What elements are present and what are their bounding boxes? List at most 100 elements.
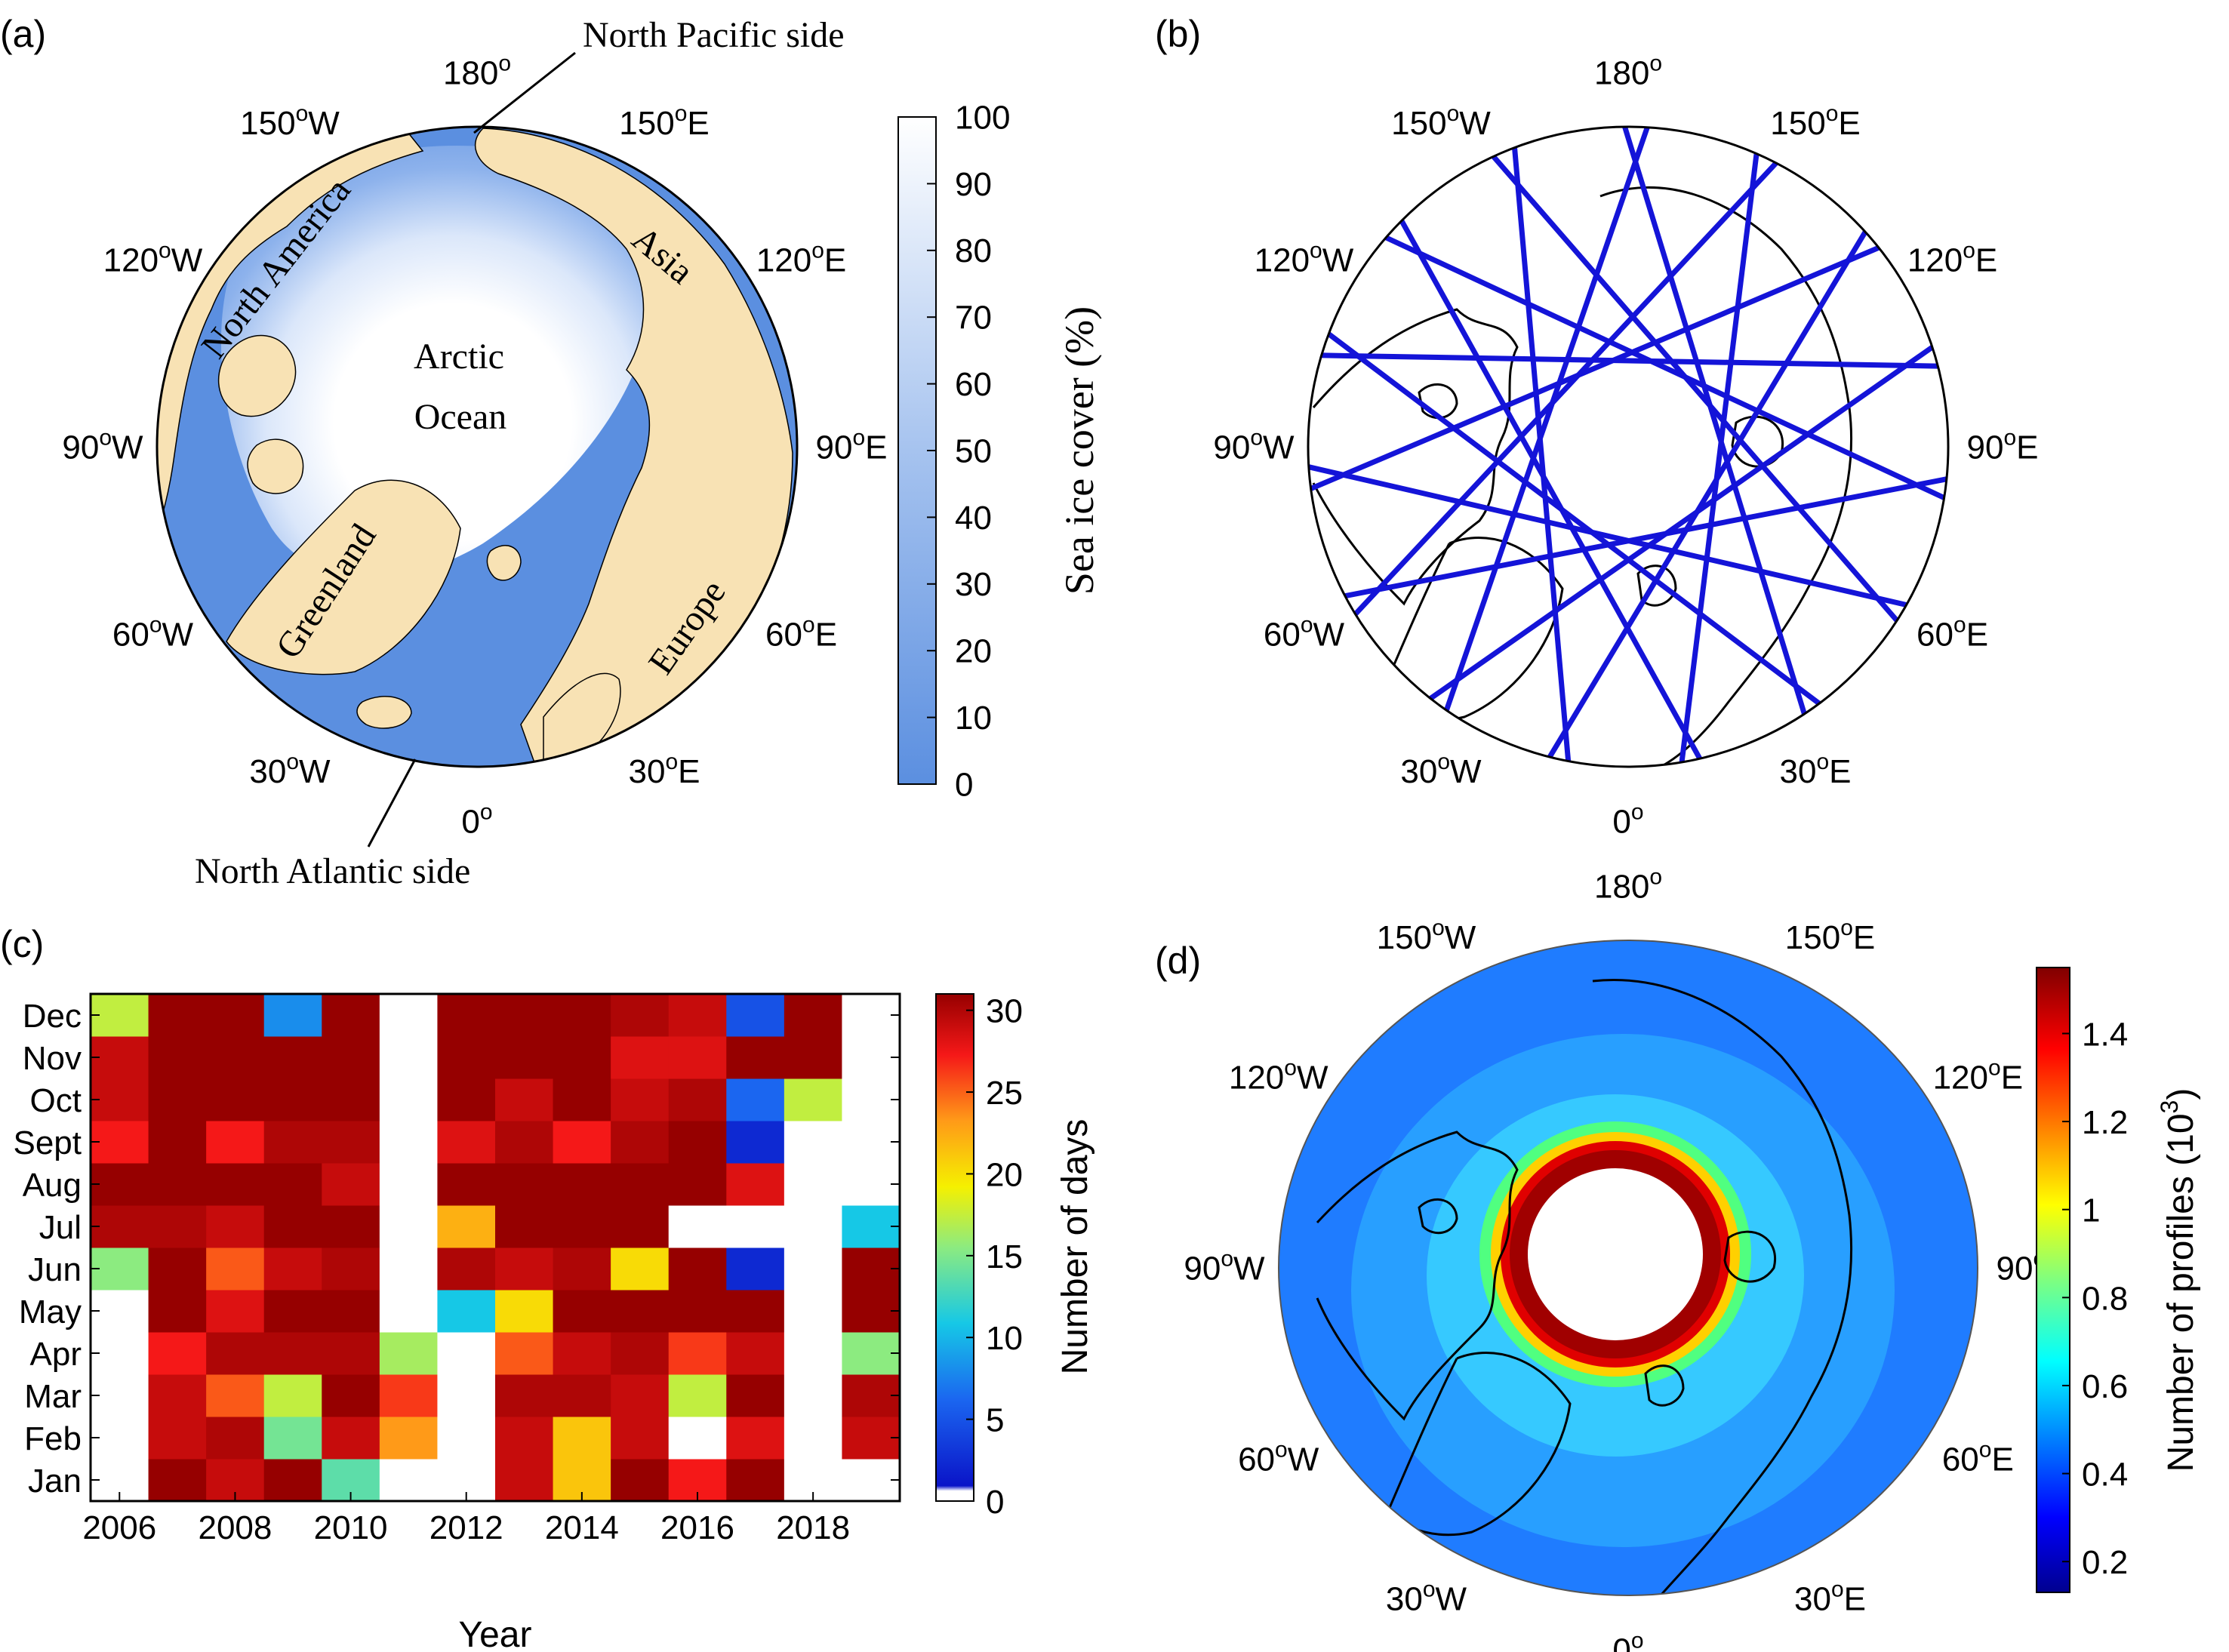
heatmap-cell-2008-Aug [206,1163,265,1206]
heatmap-cell-2017-Jan [726,1459,785,1502]
lon-label-degree-value: 120 [1907,241,1963,278]
satellite-track [1308,127,1948,642]
lon-label-degree-value: 30 [1780,753,1817,790]
heatmap-cell-2018-Apr [784,1332,842,1375]
lon-label-degree-value: 0 [1612,803,1630,840]
heatmap-cell-2006-May [91,1290,149,1333]
lon-label-degree-value: 120 [103,241,159,278]
panel-c-heatmap [91,994,901,1502]
lon-label-hemisphere: W [1297,1059,1328,1096]
lon-label-hemisphere: W [171,241,203,278]
heatmap-cell-2017-Jun [726,1247,785,1291]
lon-label-150W: 150oW [1391,101,1491,142]
heatmap-cell-2012-Sept [437,1121,496,1164]
satellite-track [1478,127,1606,767]
heatmap-cell-2019-May [842,1290,901,1333]
lon-label-degree-value: 120 [1255,241,1310,278]
heatmap-cell-2007-Mar [148,1374,207,1417]
colorbar-tick-label: 50 [955,432,992,469]
heatmap-cell-2006-Mar [91,1374,149,1417]
heatmap-cell-2010-Sept [322,1121,380,1164]
panel-b-label: (b) [1155,13,1201,55]
lon-label-degree-value: 90 [62,429,99,466]
heatmap-cell-2014-Nov [553,1036,611,1079]
lon-label-90W: 90oW [62,425,143,466]
heatmap-cell-2011-Jun [379,1247,438,1291]
lon-label-degree-symbol: o [1284,1055,1297,1080]
heatmap-cell-2006-Jul [91,1205,149,1248]
heatmap-cell-2009-Dec [263,994,322,1037]
heatmap-cell-2013-Jun [495,1247,554,1291]
lon-label-degree-symbol: o [802,612,815,637]
lon-label-degree-symbol: o [1250,425,1263,450]
panel-c-xlabel: Year [459,1615,532,1652]
heatmap-cell-2018-Aug [784,1163,842,1206]
panel-a-sea-ice [220,146,652,579]
heatmap-cell-2018-Sept [784,1121,842,1164]
lon-label-degree-symbol: o [1816,749,1829,774]
heatmap-cell-2013-Dec [495,994,554,1037]
heatmap-cell-2010-Jul [322,1205,380,1248]
heatmap-cell-2016-Mar [668,1374,727,1417]
lon-label-90E: 90oE [816,425,888,466]
satellite-track [1308,127,1948,767]
heatmap-cell-2015-Apr [611,1332,670,1375]
colorbar-c-tick-30: 30 [986,993,1023,1030]
heatmap-cell-2019-Jun [842,1247,901,1291]
heatmap-xtick-2010: 2010 [314,1509,388,1546]
lon-label-degree-value: 150 [1377,919,1432,956]
heatmap-cell-2011-Dec [379,994,438,1037]
panel-d-pole-hole [1528,1168,1703,1340]
panel-d: (d) 180o150oW150oE120oW120oE90oW90oE60oW… [1155,864,2201,1652]
heatmap-cell-2008-Oct [206,1078,265,1121]
lon-label-degree-symbol: o [1437,749,1450,774]
heatmap-cell-2008-Feb [206,1417,265,1460]
heatmap-cell-2007-Jun [148,1247,207,1291]
heatmap-cell-2019-Jan [842,1459,901,1502]
panel-c-x-ticks: 2006 2008 2010 2012 2014 2016 2018 [82,1492,850,1546]
heatmap-cell-2018-Jul [784,1205,842,1248]
lon-label-hemisphere: E [1966,616,1988,653]
lon-label-hemisphere: W [299,753,331,790]
lon-label-hemisphere: E [1991,1441,2013,1478]
lon-label-30E: 30oE [1794,1577,1866,1618]
heatmap-cell-2013-Sept [495,1121,554,1164]
panel-c-colorbar: 30 25 20 15 10 5 0 Number of days [935,993,1095,1521]
heatmap-cell-2008-Jul [206,1205,265,1248]
heatmap-cell-2013-Aug [495,1163,554,1206]
lon-label-hemisphere: W [1313,616,1345,653]
panel-a-land-canadian-islands [217,334,304,494]
heatmap-cell-2016-May [668,1290,727,1333]
lon-label-hemisphere: W [112,429,143,466]
heatmap-cell-2014-Feb [553,1417,611,1460]
panel-c-colorbar-label: Number of days [1055,1119,1095,1375]
satellite-track [1308,127,1948,767]
lon-label-degree-symbol: o [1432,915,1445,940]
panel-d-coast-islands [1418,1198,1776,1407]
heatmap-cell-2017-Apr [726,1332,785,1375]
heatmap-cell-2019-Aug [842,1163,901,1206]
heatmap-cell-2011-Jul [379,1205,438,1248]
lon-label-degree-value: 0 [461,803,479,840]
lon-label-hemisphere: E [2001,1059,2023,1096]
lon-label-60W: 60oW [1264,612,1345,653]
heatmap-cell-2007-Nov [148,1036,207,1079]
heatmap-ytick-Apr: Apr [30,1336,82,1373]
heatmap-ytick-Aug: Aug [23,1167,82,1204]
heatmap-cell-2009-Sept [263,1121,322,1164]
heatmap-xtick-2012: 2012 [429,1509,503,1546]
heatmap-cell-2007-Dec [148,994,207,1037]
lon-label-hemisphere: E [1838,105,1860,142]
heatmap-cell-2019-Mar [842,1374,901,1417]
lon-label-degree-value: 60 [1264,616,1301,653]
lon-label-60E: 60oE [1942,1437,2014,1478]
heatmap-cell-2019-Sept [842,1121,901,1164]
lon-label-150E: 150oE [1770,101,1860,142]
panel-b-tracks [1308,127,1948,767]
lon-label-degree-value: 120 [756,241,811,278]
heatmap-cell-2015-Feb [611,1417,670,1460]
panel-a-north-atlantic-annotation: North Atlantic side [195,851,470,891]
heatmap-cell-2012-Aug [437,1163,496,1206]
